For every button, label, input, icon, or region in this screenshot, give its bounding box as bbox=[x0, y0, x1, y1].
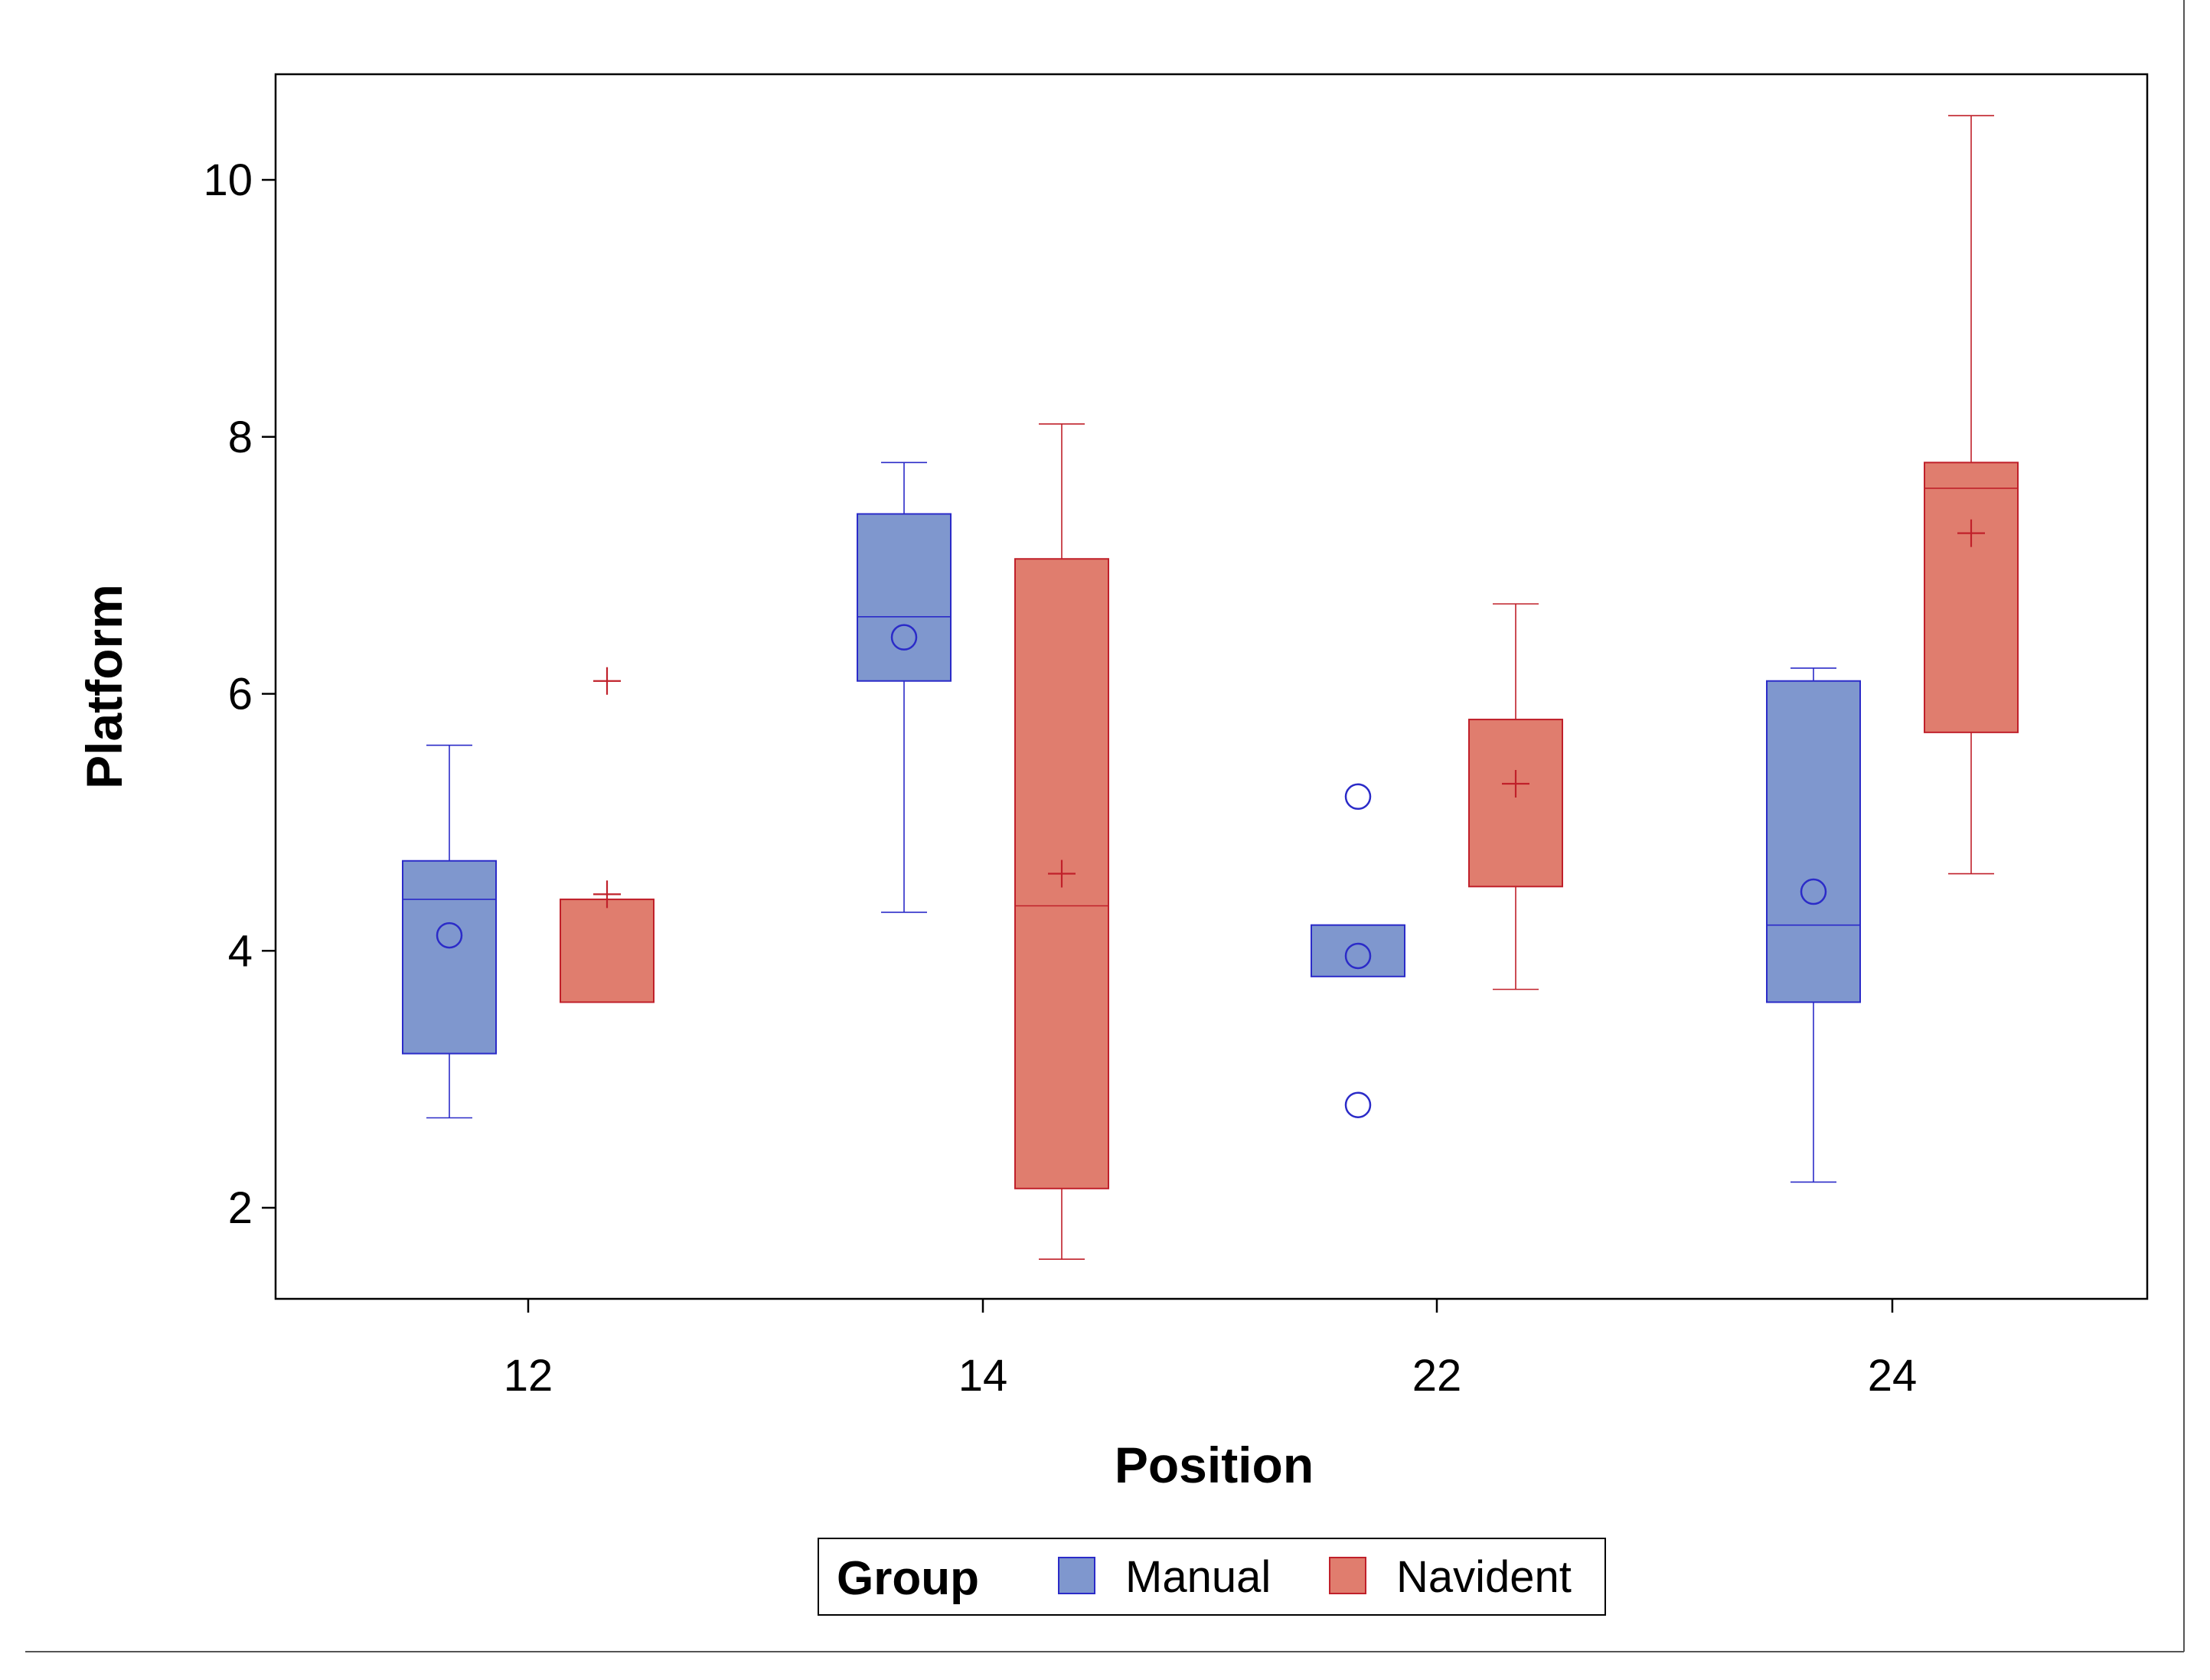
y-tick-label: 6 bbox=[228, 670, 253, 719]
outlier-marker bbox=[1344, 1091, 1372, 1118]
box-navident-22 bbox=[1468, 603, 1563, 990]
legend-swatch-navident bbox=[1329, 1557, 1366, 1594]
box-manual-12 bbox=[402, 744, 497, 1119]
x-tick-label: 12 bbox=[504, 1351, 553, 1401]
mean-marker bbox=[436, 922, 463, 949]
legend-title: Group bbox=[837, 1552, 979, 1605]
y-tick-label: 2 bbox=[228, 1183, 253, 1233]
box-manual-22 bbox=[1311, 783, 1405, 1118]
x-tick-label: 22 bbox=[1412, 1351, 1462, 1401]
box-body bbox=[1924, 462, 2019, 733]
legend-label-navident: Navident bbox=[1396, 1552, 1572, 1602]
box-manual-14 bbox=[857, 462, 952, 913]
x-tick-label: 24 bbox=[1868, 1351, 1918, 1401]
x-axis-title: Position bbox=[1115, 1437, 1314, 1493]
y-tick-label: 10 bbox=[203, 155, 253, 205]
box-body bbox=[560, 899, 655, 1003]
y-axis: 2 4 6 8 10 bbox=[203, 155, 276, 1233]
boxes-layer bbox=[402, 115, 2019, 1260]
mean-marker bbox=[890, 624, 918, 651]
y-axis-title: Platform bbox=[76, 584, 132, 789]
legend: Group Manual Navident bbox=[818, 1538, 1606, 1616]
box-body bbox=[1766, 680, 1861, 1003]
legend-swatch-manual bbox=[1058, 1557, 1095, 1594]
y-tick-label: 8 bbox=[228, 413, 253, 462]
box-body bbox=[1311, 924, 1405, 977]
box-navident-12 bbox=[560, 667, 655, 1003]
plot-area bbox=[274, 73, 2149, 1300]
box-navident-14 bbox=[1014, 423, 1109, 1260]
mean-marker bbox=[1800, 878, 1827, 905]
legend-frame bbox=[818, 1538, 1606, 1616]
box-body bbox=[857, 513, 952, 682]
box-body bbox=[1468, 719, 1563, 888]
legend-label-manual: Manual bbox=[1125, 1552, 1271, 1602]
x-tick-label: 14 bbox=[958, 1351, 1008, 1401]
box-body bbox=[402, 860, 497, 1055]
mean-marker bbox=[1344, 942, 1372, 970]
box-navident-24 bbox=[1924, 115, 2019, 875]
y-tick-label: 4 bbox=[228, 926, 253, 976]
outlier-marker bbox=[1344, 783, 1372, 811]
box-manual-24 bbox=[1766, 667, 1861, 1183]
x-axis: 12 14 22 24 bbox=[504, 1299, 1918, 1401]
